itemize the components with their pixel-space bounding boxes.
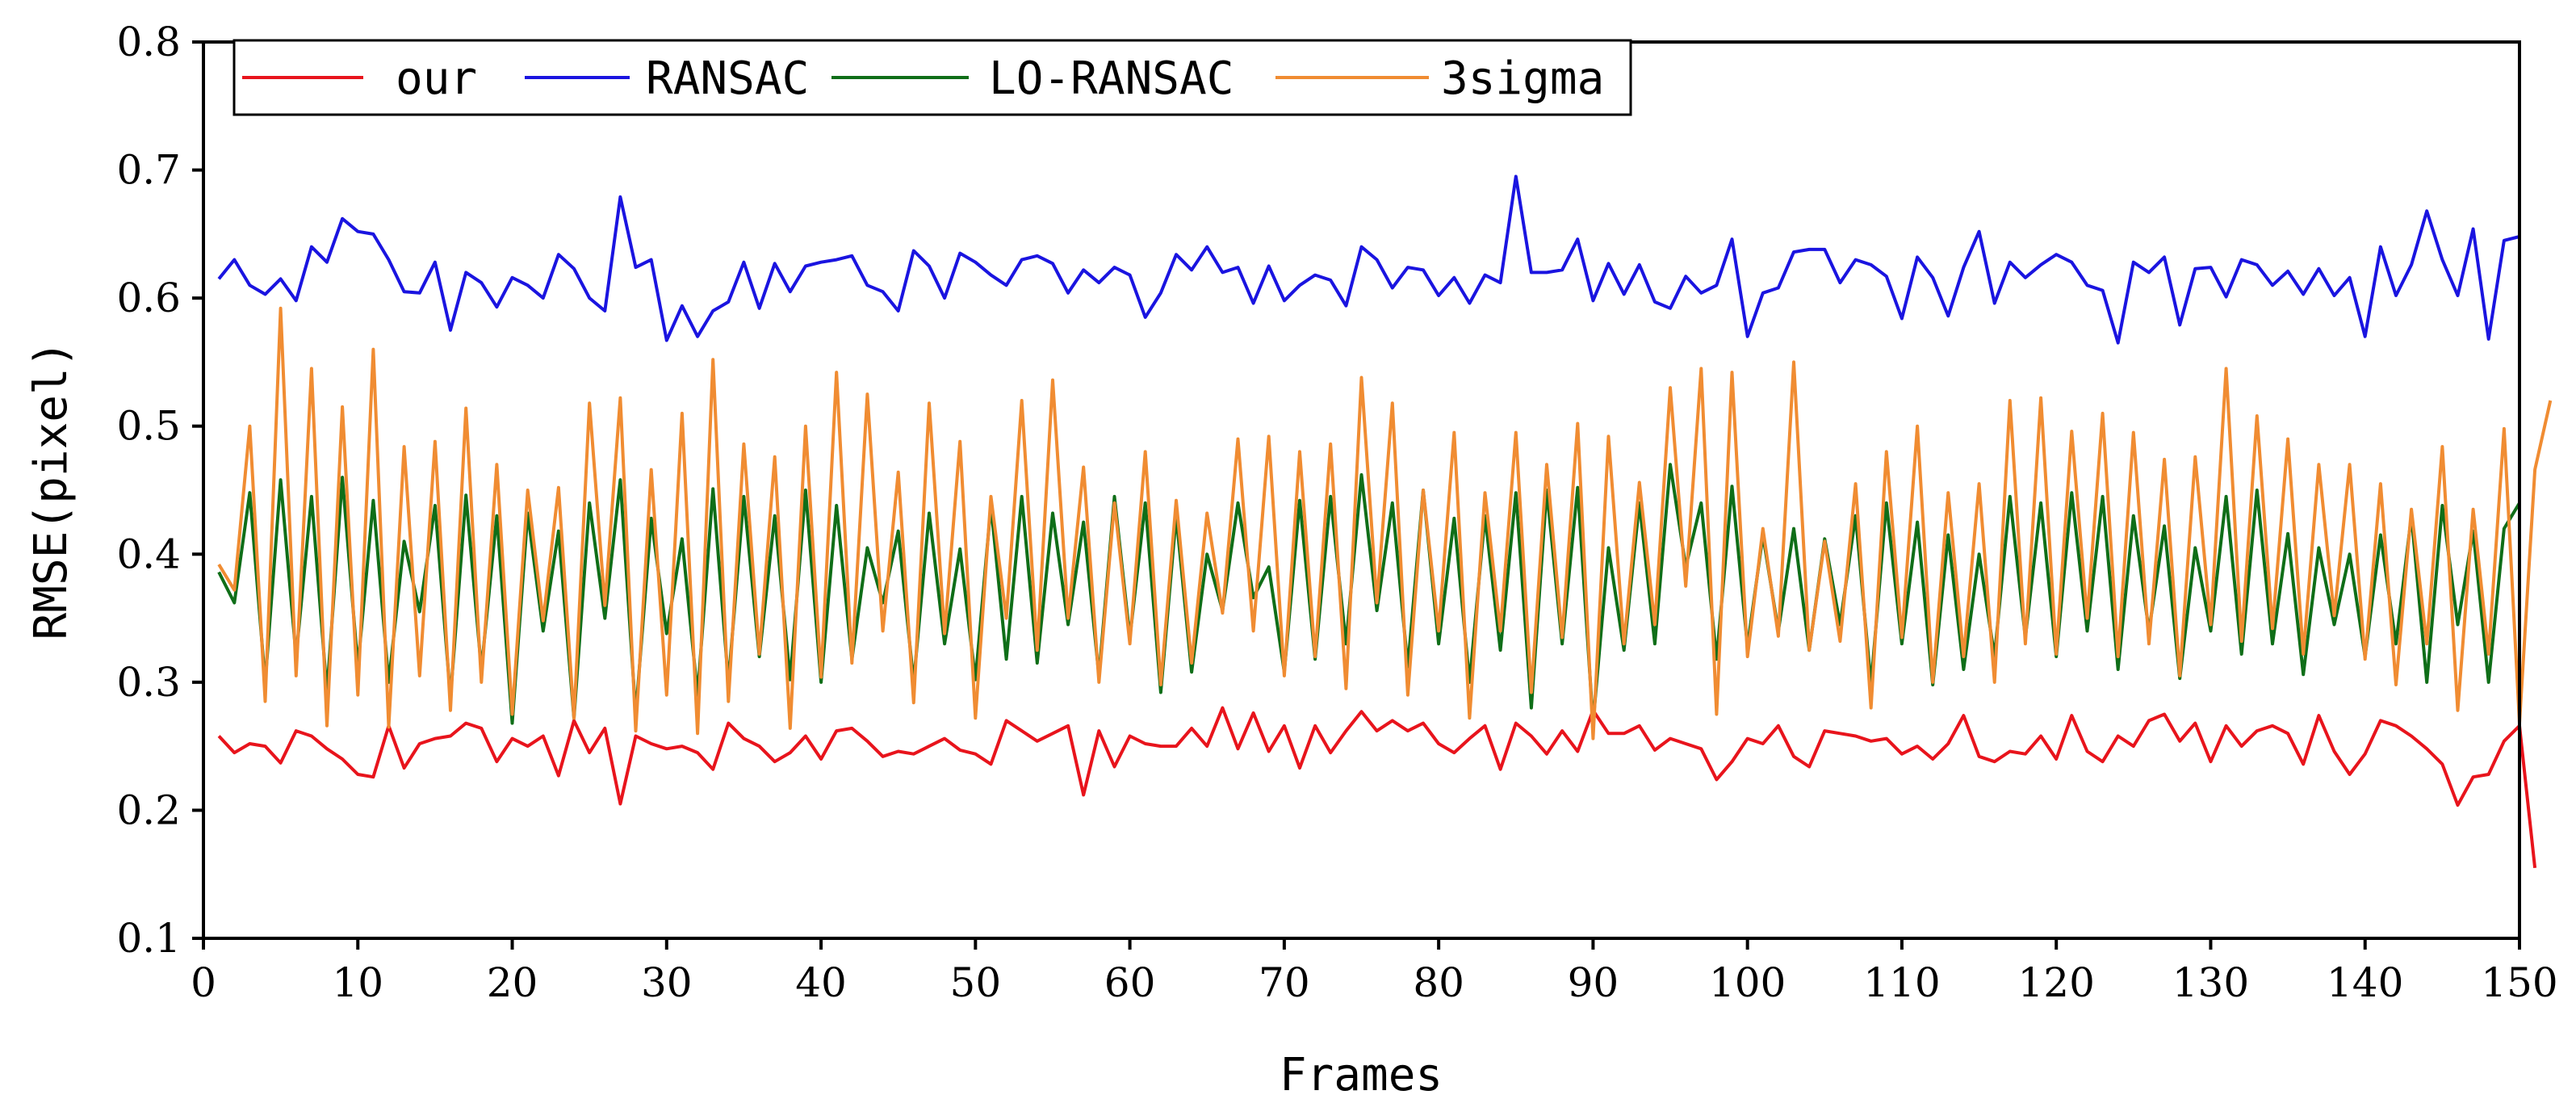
- x-tick-label: 0: [191, 959, 216, 1006]
- x-tick-label: 10: [332, 959, 383, 1006]
- x-tick-label: 70: [1259, 959, 1310, 1006]
- legend-label-ransac: RANSAC: [646, 52, 809, 105]
- y-tick-label: 0.1: [116, 915, 181, 962]
- x-tick-label: 60: [1104, 959, 1156, 1006]
- legend: our RANSAC LO-RANSAC 3sigma: [232, 39, 1632, 116]
- legend-label-lo-ransac: LO-RANSAC: [989, 52, 1234, 105]
- y-tick-label: 0.5: [116, 403, 181, 450]
- y-tick-label: 0.6: [116, 275, 181, 321]
- x-tick-label: 80: [1413, 959, 1464, 1006]
- x-tick-label: 110: [1863, 959, 1940, 1006]
- series-line-our: [217, 706, 2537, 869]
- y-tick-label: 0.2: [116, 787, 181, 833]
- x-tick-label: 50: [950, 959, 1002, 1006]
- x-tick-label: 30: [641, 959, 693, 1006]
- legend-label-3sigma: 3sigma: [1441, 52, 1604, 105]
- x-tick-label: 150: [2481, 959, 2557, 1006]
- y-tick-label: 0.4: [116, 531, 181, 577]
- x-axis-title: Frames: [1280, 1049, 1443, 1101]
- y-axis-title: RMSE(pixel): [25, 341, 77, 640]
- x-tick-label: 130: [2172, 959, 2249, 1006]
- series-line-ransac: [217, 174, 2520, 345]
- tick-layer: 0 10 20 30 40 50 60 70 80 90 100 110 120 130 140 150 0.1…: [116, 19, 2557, 1006]
- x-tick-label: 120: [2017, 959, 2094, 1006]
- x-tick-label: 40: [795, 959, 847, 1006]
- x-tick-label: 140: [2327, 959, 2403, 1006]
- series-layer: [217, 174, 2553, 869]
- y-tick-label: 0.8: [116, 19, 181, 65]
- x-tick-label: 90: [1568, 959, 1619, 1006]
- x-tick-label: 100: [1709, 959, 1786, 1006]
- y-tick-label: 0.7: [116, 147, 181, 194]
- legend-label-our: our: [396, 52, 477, 105]
- series-line-lo-ransac: [217, 463, 2521, 725]
- x-tick-label: 20: [487, 959, 538, 1006]
- series-line-3sigma: [217, 306, 2553, 740]
- y-tick-label: 0.3: [116, 659, 181, 706]
